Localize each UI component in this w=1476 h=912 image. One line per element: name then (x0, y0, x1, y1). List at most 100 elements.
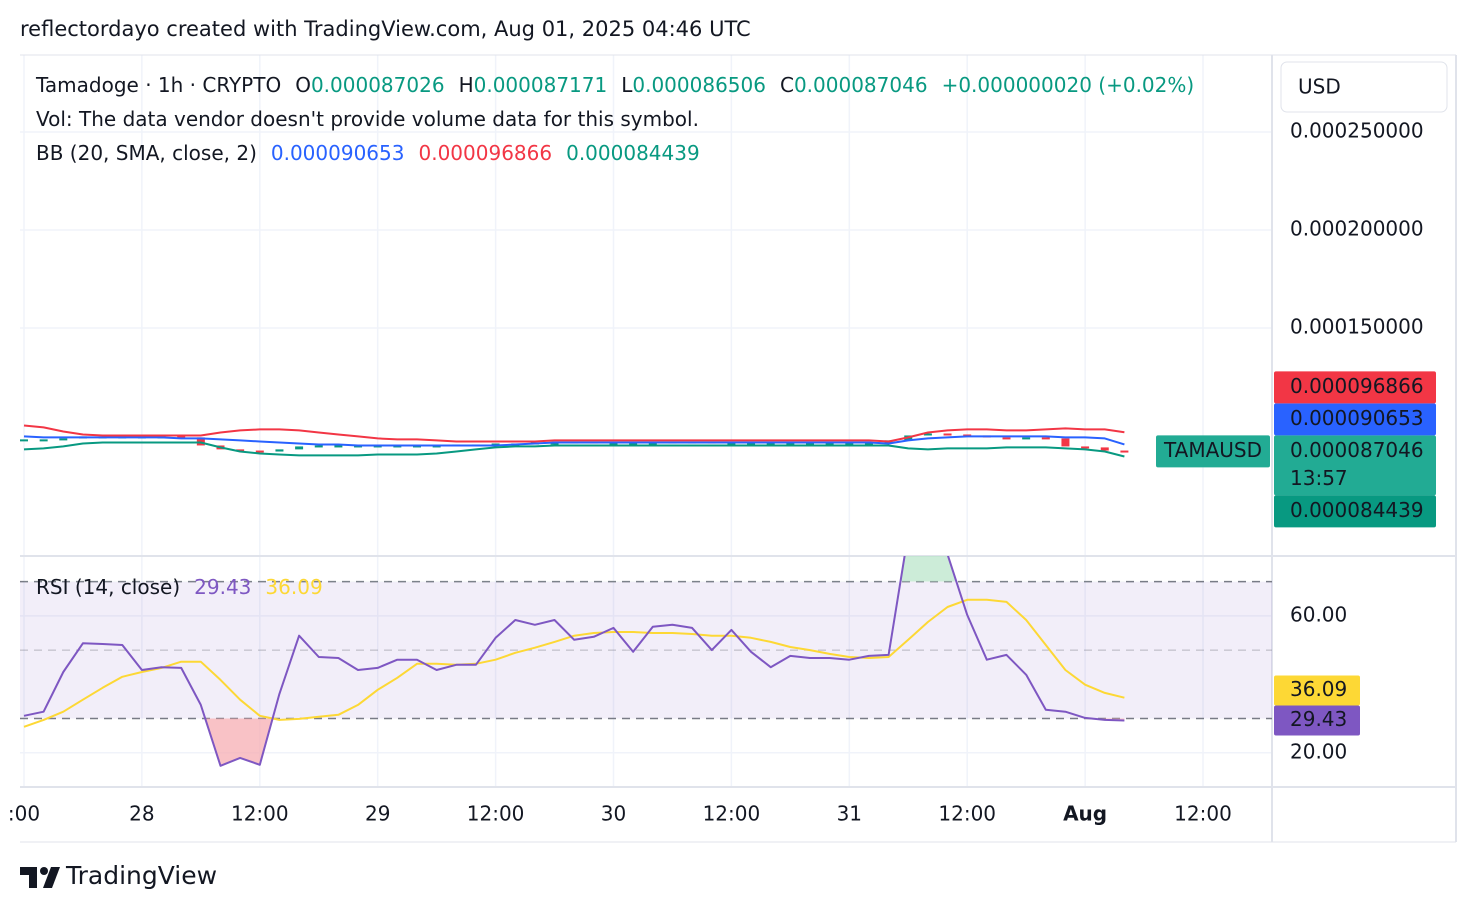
symbol-tag-label: TAMAUSD (1163, 438, 1262, 462)
x-tick-label: 12:00 (467, 802, 525, 826)
symbol: Tamadoge · 1h · CRYPTO (36, 73, 282, 97)
ohlc-open: O 0.000087026 (295, 72, 444, 98)
y-tick-label: 0.000150000 (1290, 315, 1424, 339)
bb-lower: 0.000084439 (566, 141, 700, 165)
price-tag (1274, 435, 1436, 496)
bb-line (23, 435, 1125, 447)
y-tick-label: 20.00 (1290, 739, 1347, 763)
candle (334, 445, 343, 448)
bb-basis: 0.000090653 (270, 141, 405, 165)
candle (20, 439, 28, 442)
candle (1100, 447, 1109, 451)
rsi-line (23, 556, 1125, 767)
rsi-ma-line (23, 598, 1125, 728)
ohlc-value: 0.000087026 (310, 73, 445, 97)
price-tag-label: 29.43 (1290, 707, 1347, 731)
change: +0.000000020 (+0.02%) (941, 73, 1195, 97)
footer-brand: TradingView (65, 861, 217, 890)
candle (196, 437, 205, 446)
candle (923, 433, 932, 436)
candle (806, 442, 814, 445)
legend-main: Tamadoge · 1h · CRYPTO O 0.000087026 H 0.0… (36, 72, 1194, 98)
candle (236, 449, 245, 452)
grid-layer (20, 55, 1272, 787)
candle (1081, 446, 1090, 449)
candle (295, 446, 304, 450)
ohlc-label: C (779, 73, 794, 97)
candle (275, 449, 284, 452)
x-tick-label: 28 (129, 802, 154, 826)
y-tick-label: 0.000200000 (1290, 217, 1424, 241)
candle (1120, 450, 1129, 453)
candle (1002, 437, 1011, 440)
x-tick-label: Aug (1063, 802, 1107, 826)
overbought-fill (900, 556, 957, 582)
oversold-fill (24, 718, 1125, 766)
candle (825, 442, 834, 445)
candle (39, 439, 48, 442)
price-tag-label: 0.000090653 (1290, 406, 1424, 430)
bb-line (23, 424, 1125, 443)
price-tag (1274, 495, 1436, 528)
price-tag (1274, 705, 1360, 736)
candle (629, 442, 638, 445)
candle (314, 445, 323, 448)
x-tick-label: :00 (8, 802, 40, 826)
candle (1041, 437, 1050, 440)
price-tag-label: 0.000096866 (1290, 374, 1424, 398)
candle (727, 442, 736, 445)
price-tag (1274, 403, 1436, 436)
price-tag (1274, 675, 1360, 706)
x-tick-label: 31 (837, 802, 862, 826)
ohlc-value: 0.000086506 (632, 73, 766, 97)
ohlc-close: C 0.000087046 (780, 72, 928, 98)
candle (943, 433, 952, 436)
candle (59, 438, 68, 441)
price-tag (1274, 371, 1436, 404)
y-tick-label: 60.00 (1290, 602, 1347, 626)
candle (786, 442, 795, 445)
candle (648, 442, 657, 445)
y-tick-label: 0.000250000 (1290, 119, 1424, 143)
candle (864, 442, 873, 445)
volume-note: Vol: The data vendor doesn't provide vol… (36, 107, 699, 131)
price-tag-label: 0.000087046 (1290, 438, 1424, 462)
ohlc-high: H 0.000087171 (459, 72, 608, 98)
ohlc-label: L (621, 73, 633, 97)
x-tick-label: 29 (365, 802, 390, 826)
rsi-value: 29.43 (194, 575, 252, 599)
currency-box[interactable] (1280, 61, 1448, 113)
ohlc-value: 0.000087171 (473, 73, 608, 97)
indicator-name: RSI (14, close) (36, 575, 181, 599)
candle (550, 442, 559, 445)
currency: USD (1298, 75, 1341, 99)
symbol-tag (1156, 435, 1270, 468)
ohlc-label: H (458, 73, 474, 97)
header: reflectordayo created with TradingView.c… (20, 17, 751, 41)
price-tag-label: 0.000084439 (1290, 498, 1424, 522)
bb-line (23, 441, 1125, 458)
x-tick-label: 30 (601, 802, 626, 826)
candle (255, 450, 264, 453)
candle (1022, 437, 1031, 440)
logo (20, 867, 60, 888)
countdown: 13:57 (1290, 466, 1348, 490)
rsi-ma-value: 36.09 (265, 575, 323, 599)
x-tick-label: 12:00 (231, 802, 289, 826)
ohlc-value: 0.000087046 (793, 73, 928, 97)
candle (491, 443, 500, 446)
x-tick-label: 12:00 (1174, 802, 1232, 826)
bb-upper: 0.000096866 (418, 141, 553, 165)
candle (747, 442, 756, 445)
candle (766, 442, 775, 445)
price-tag-label: 36.09 (1290, 677, 1347, 701)
indicator-name: BB (20, SMA, close, 2) (36, 141, 257, 165)
legend-bb: BB (20, SMA, close, 2) 0.000090653 0.000… (36, 140, 700, 166)
legend-rsi: RSI (14, close) 29.43 36.09 (36, 574, 323, 600)
ohlc-label: O (295, 73, 311, 97)
x-tick-label: 12:00 (938, 802, 996, 826)
x-tick-label: 12:00 (703, 802, 761, 826)
candle (845, 442, 854, 445)
